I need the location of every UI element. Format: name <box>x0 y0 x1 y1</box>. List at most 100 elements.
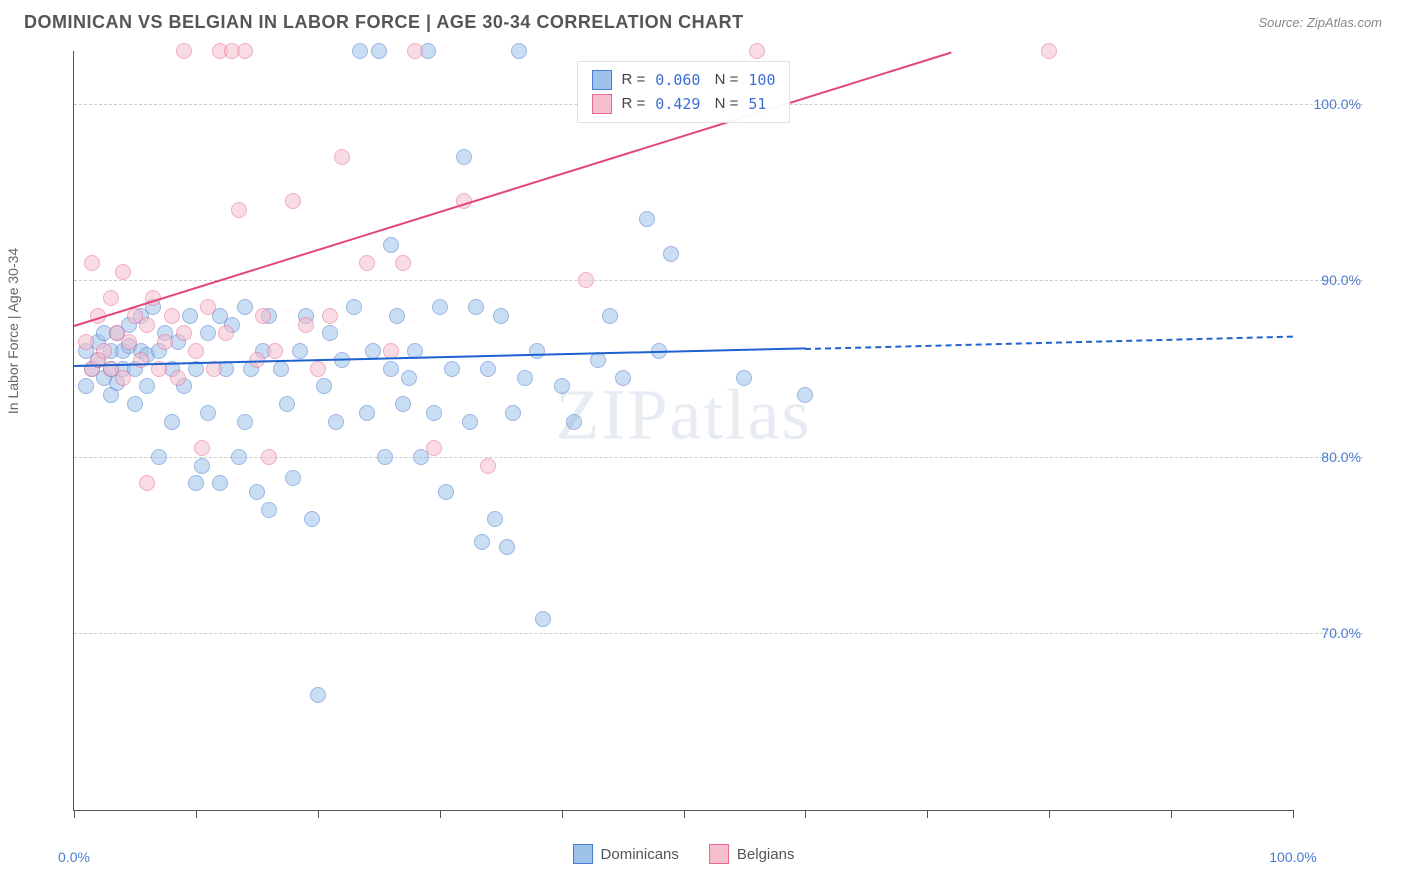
data-point <box>432 299 448 315</box>
data-point <box>346 299 362 315</box>
data-point <box>736 370 752 386</box>
data-point <box>237 414 253 430</box>
data-point <box>194 458 210 474</box>
y-axis-label: In Labor Force | Age 30-34 <box>5 248 21 414</box>
data-point <box>273 361 289 377</box>
data-point <box>487 511 503 527</box>
data-point <box>267 343 283 359</box>
series-legend-label: Belgians <box>737 846 795 863</box>
x-tick <box>1293 810 1294 818</box>
data-point <box>194 440 210 456</box>
x-tick <box>927 810 928 818</box>
data-point <box>334 149 350 165</box>
y-tick-label: 70.0% <box>1321 625 1361 641</box>
data-point <box>255 308 271 324</box>
trend-line-dashed <box>805 335 1293 349</box>
data-point <box>426 440 442 456</box>
data-point <box>389 308 405 324</box>
series-legend: Dominicans Belgians <box>573 844 795 864</box>
data-point <box>359 405 375 421</box>
data-point <box>480 458 496 474</box>
series-legend-label: Dominicans <box>601 846 679 863</box>
legend-row: R =0.060 N =100 <box>592 68 776 92</box>
data-point <box>529 343 545 359</box>
data-point <box>103 290 119 306</box>
data-point <box>499 539 515 555</box>
data-point <box>359 255 375 271</box>
data-point <box>127 396 143 412</box>
data-point <box>151 449 167 465</box>
data-point <box>279 396 295 412</box>
chart-title: DOMINICAN VS BELGIAN IN LABOR FORCE | AG… <box>24 12 744 33</box>
x-tick <box>74 810 75 818</box>
data-point <box>407 43 423 59</box>
series-legend-item: Belgians <box>709 844 795 864</box>
x-tick <box>562 810 563 818</box>
data-point <box>176 325 192 341</box>
data-point <box>322 308 338 324</box>
data-point <box>468 299 484 315</box>
data-point <box>639 211 655 227</box>
data-point <box>261 449 277 465</box>
data-point <box>231 449 247 465</box>
legend-swatch <box>709 844 729 864</box>
data-point <box>304 511 320 527</box>
data-point <box>462 414 478 430</box>
data-point <box>310 361 326 377</box>
legend-n-label: N = <box>710 68 738 92</box>
data-point <box>285 193 301 209</box>
data-point <box>602 308 618 324</box>
data-point <box>535 611 551 627</box>
data-point <box>188 475 204 491</box>
x-tick <box>318 810 319 818</box>
data-point <box>96 343 112 359</box>
data-point <box>121 334 137 350</box>
data-point <box>231 202 247 218</box>
data-point <box>170 370 186 386</box>
legend-swatch <box>592 94 612 114</box>
legend-r-label: R = <box>622 92 646 116</box>
data-point <box>261 502 277 518</box>
data-point <box>249 484 265 500</box>
data-point <box>578 272 594 288</box>
data-point <box>480 361 496 377</box>
x-tick <box>196 810 197 818</box>
data-point <box>237 299 253 315</box>
correlation-legend: R =0.060 N =100R =0.429 N = 51 <box>577 61 791 123</box>
trend-line <box>74 51 952 327</box>
data-point <box>188 343 204 359</box>
data-point <box>285 470 301 486</box>
data-point <box>474 534 490 550</box>
data-point <box>377 449 393 465</box>
trend-line <box>74 348 805 368</box>
data-point <box>139 317 155 333</box>
data-point <box>426 405 442 421</box>
chart-header: DOMINICAN VS BELGIAN IN LABOR FORCE | AG… <box>0 0 1406 41</box>
data-point <box>212 475 228 491</box>
data-point <box>1041 43 1057 59</box>
legend-n-value: 100 <box>748 68 775 92</box>
data-point <box>84 255 100 271</box>
legend-row: R =0.429 N = 51 <box>592 92 776 116</box>
x-tick <box>1049 810 1050 818</box>
data-point <box>182 308 198 324</box>
legend-r-value: 0.429 <box>655 92 700 116</box>
data-point <box>200 299 216 315</box>
gridline <box>74 633 1363 634</box>
data-point <box>139 475 155 491</box>
data-point <box>78 378 94 394</box>
data-point <box>115 370 131 386</box>
data-point <box>383 237 399 253</box>
x-tick <box>1171 810 1172 818</box>
data-point <box>371 43 387 59</box>
series-legend-item: Dominicans <box>573 844 679 864</box>
x-tick <box>684 810 685 818</box>
data-point <box>395 255 411 271</box>
data-point <box>218 325 234 341</box>
data-point <box>316 378 332 394</box>
data-point <box>310 687 326 703</box>
data-point <box>554 378 570 394</box>
chart-container: In Labor Force | Age 30-34 ZIPatlas R =0… <box>23 41 1383 871</box>
data-point <box>663 246 679 262</box>
plot-area: ZIPatlas R =0.060 N =100R =0.429 N = 51 … <box>73 51 1293 811</box>
